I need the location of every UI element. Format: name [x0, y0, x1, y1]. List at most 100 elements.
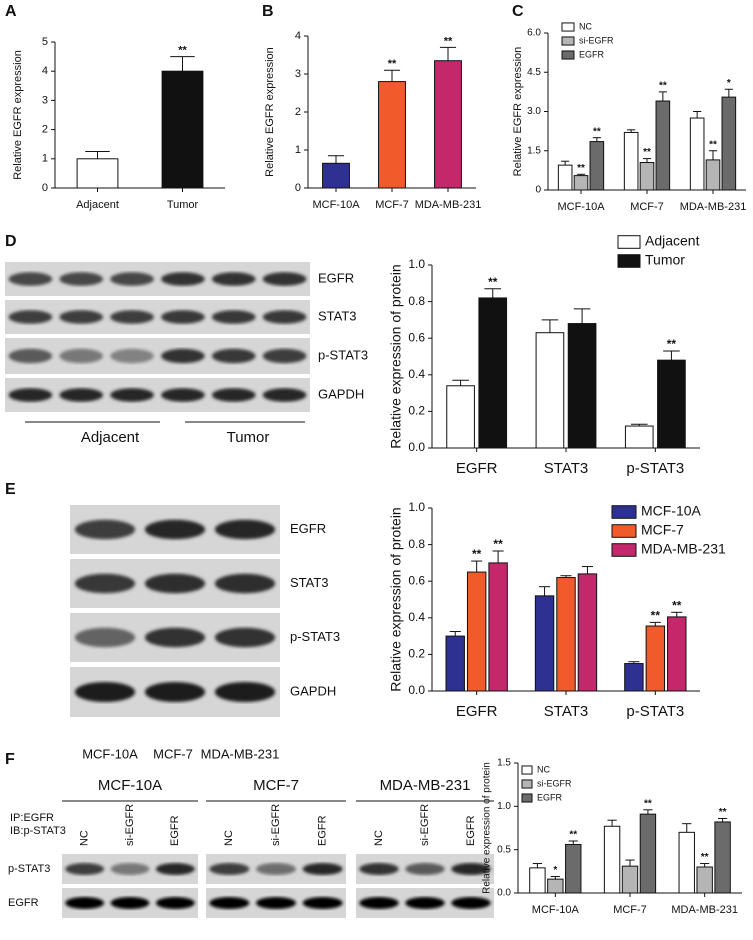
blot-row-label: STAT3 [290, 575, 329, 590]
significance: ** [577, 163, 585, 174]
blot-band [155, 897, 195, 909]
blot-band [59, 310, 104, 324]
blot-band [211, 272, 256, 286]
y-tick-label: 0.6 [408, 573, 425, 587]
lane-label: NC [79, 830, 91, 846]
y-tick-label: 1 [295, 144, 301, 156]
y-axis-label: Relative EGFR expression [512, 47, 524, 177]
blot-band [255, 897, 297, 909]
blot-band [451, 897, 491, 909]
blot-row-label: EGFR [8, 897, 39, 909]
panel-label: F [5, 751, 15, 768]
bar [689, 117, 705, 191]
panel-label: C [512, 3, 524, 20]
significance: ** [493, 537, 503, 551]
blot-band [161, 310, 205, 324]
blot-band [209, 863, 250, 875]
legend-label: EGFR [537, 792, 563, 802]
blot-strip [5, 378, 310, 412]
y-tick-label: 0 [535, 185, 541, 196]
legend-swatch [561, 50, 575, 60]
y-tick-label: 0.0 [408, 683, 425, 697]
blot-band [359, 897, 399, 909]
x-tick-label: MDA-MB-231 [415, 199, 482, 211]
y-tick-label: 0.0 [497, 888, 511, 899]
bar [557, 164, 573, 191]
significance: ** [672, 598, 682, 612]
lane-label: MDA-MB-231 [201, 746, 280, 761]
bar [478, 297, 508, 449]
bar [529, 867, 546, 894]
lane-label: si-EGFR [124, 804, 136, 846]
lane-label: NC [223, 830, 235, 846]
blot-band [161, 388, 205, 402]
blot-band [211, 388, 256, 402]
bar [76, 158, 119, 189]
blot-band [211, 348, 256, 364]
y-tick-label: 0.6 [408, 330, 425, 344]
significance: ** [651, 609, 661, 623]
significance: ** [667, 337, 677, 351]
bar [567, 323, 597, 449]
significance: ** [569, 830, 577, 841]
blot-band [209, 897, 250, 909]
blot-band [8, 310, 53, 324]
bar [378, 81, 406, 189]
blot-band [110, 897, 150, 909]
blot-band [74, 519, 136, 540]
lane-label: MCF-7 [153, 746, 193, 761]
y-tick-label: 1.0 [408, 500, 425, 514]
blot-band [214, 573, 276, 594]
y-tick-label: 0.4 [408, 367, 425, 381]
panel-label: D [5, 233, 17, 250]
blot-band [144, 627, 206, 648]
significance: ** [709, 139, 717, 150]
blot-row-label: STAT3 [318, 308, 357, 323]
blot-band [8, 388, 53, 402]
legend-label: si-EGFR [537, 778, 572, 788]
bar [624, 663, 644, 692]
blot-band [144, 682, 206, 702]
lane-label: EGFR [169, 815, 181, 846]
legend-swatch [611, 505, 637, 519]
blot-row-label: EGFR [318, 270, 354, 285]
y-tick-label: 1.5 [527, 145, 541, 156]
blot-band [110, 863, 150, 875]
blot-band [262, 388, 307, 402]
y-tick-label: 1.0 [497, 801, 511, 812]
bar [714, 821, 731, 894]
bar [603, 825, 621, 894]
blot-band [8, 272, 53, 286]
bar [445, 635, 465, 692]
x-tick-label: EGFR [456, 703, 498, 720]
y-tick-label: 5 [42, 36, 48, 48]
blot-band [262, 310, 307, 324]
x-tick-label: MCF-7 [375, 199, 409, 211]
blot-band [405, 863, 445, 875]
y-tick-label: 0.8 [408, 537, 425, 551]
legend-label: MDA-MB-231 [641, 541, 726, 557]
bar [657, 359, 686, 449]
y-tick-label: 0.0 [408, 440, 425, 454]
lane-label: NC [373, 830, 385, 846]
y-tick-label: 2 [42, 124, 48, 136]
y-tick-label: 0.5 [497, 844, 511, 855]
x-tick-label: MDA-MB-231 [680, 201, 747, 213]
group-label: MCF-7 [253, 777, 299, 794]
ib-label: IB:p-STAT3 [10, 825, 66, 837]
lane-label: EGFR [317, 815, 329, 846]
legend-swatch [521, 793, 533, 803]
blot-band [405, 897, 445, 909]
x-tick-label: EGFR [456, 460, 498, 477]
blot-strip [5, 300, 310, 334]
blot-band [110, 388, 154, 402]
legend-label: MCF-7 [641, 522, 684, 538]
x-tick-label: MCF-10A [312, 199, 360, 211]
significance: ** [472, 547, 482, 561]
legend-swatch [521, 779, 533, 789]
bar [322, 162, 350, 189]
significance: ** [178, 45, 187, 57]
lane-label: MCF-10A [82, 746, 138, 761]
blot-row-label: p-STAT3 [290, 629, 340, 644]
significance: * [553, 865, 557, 876]
